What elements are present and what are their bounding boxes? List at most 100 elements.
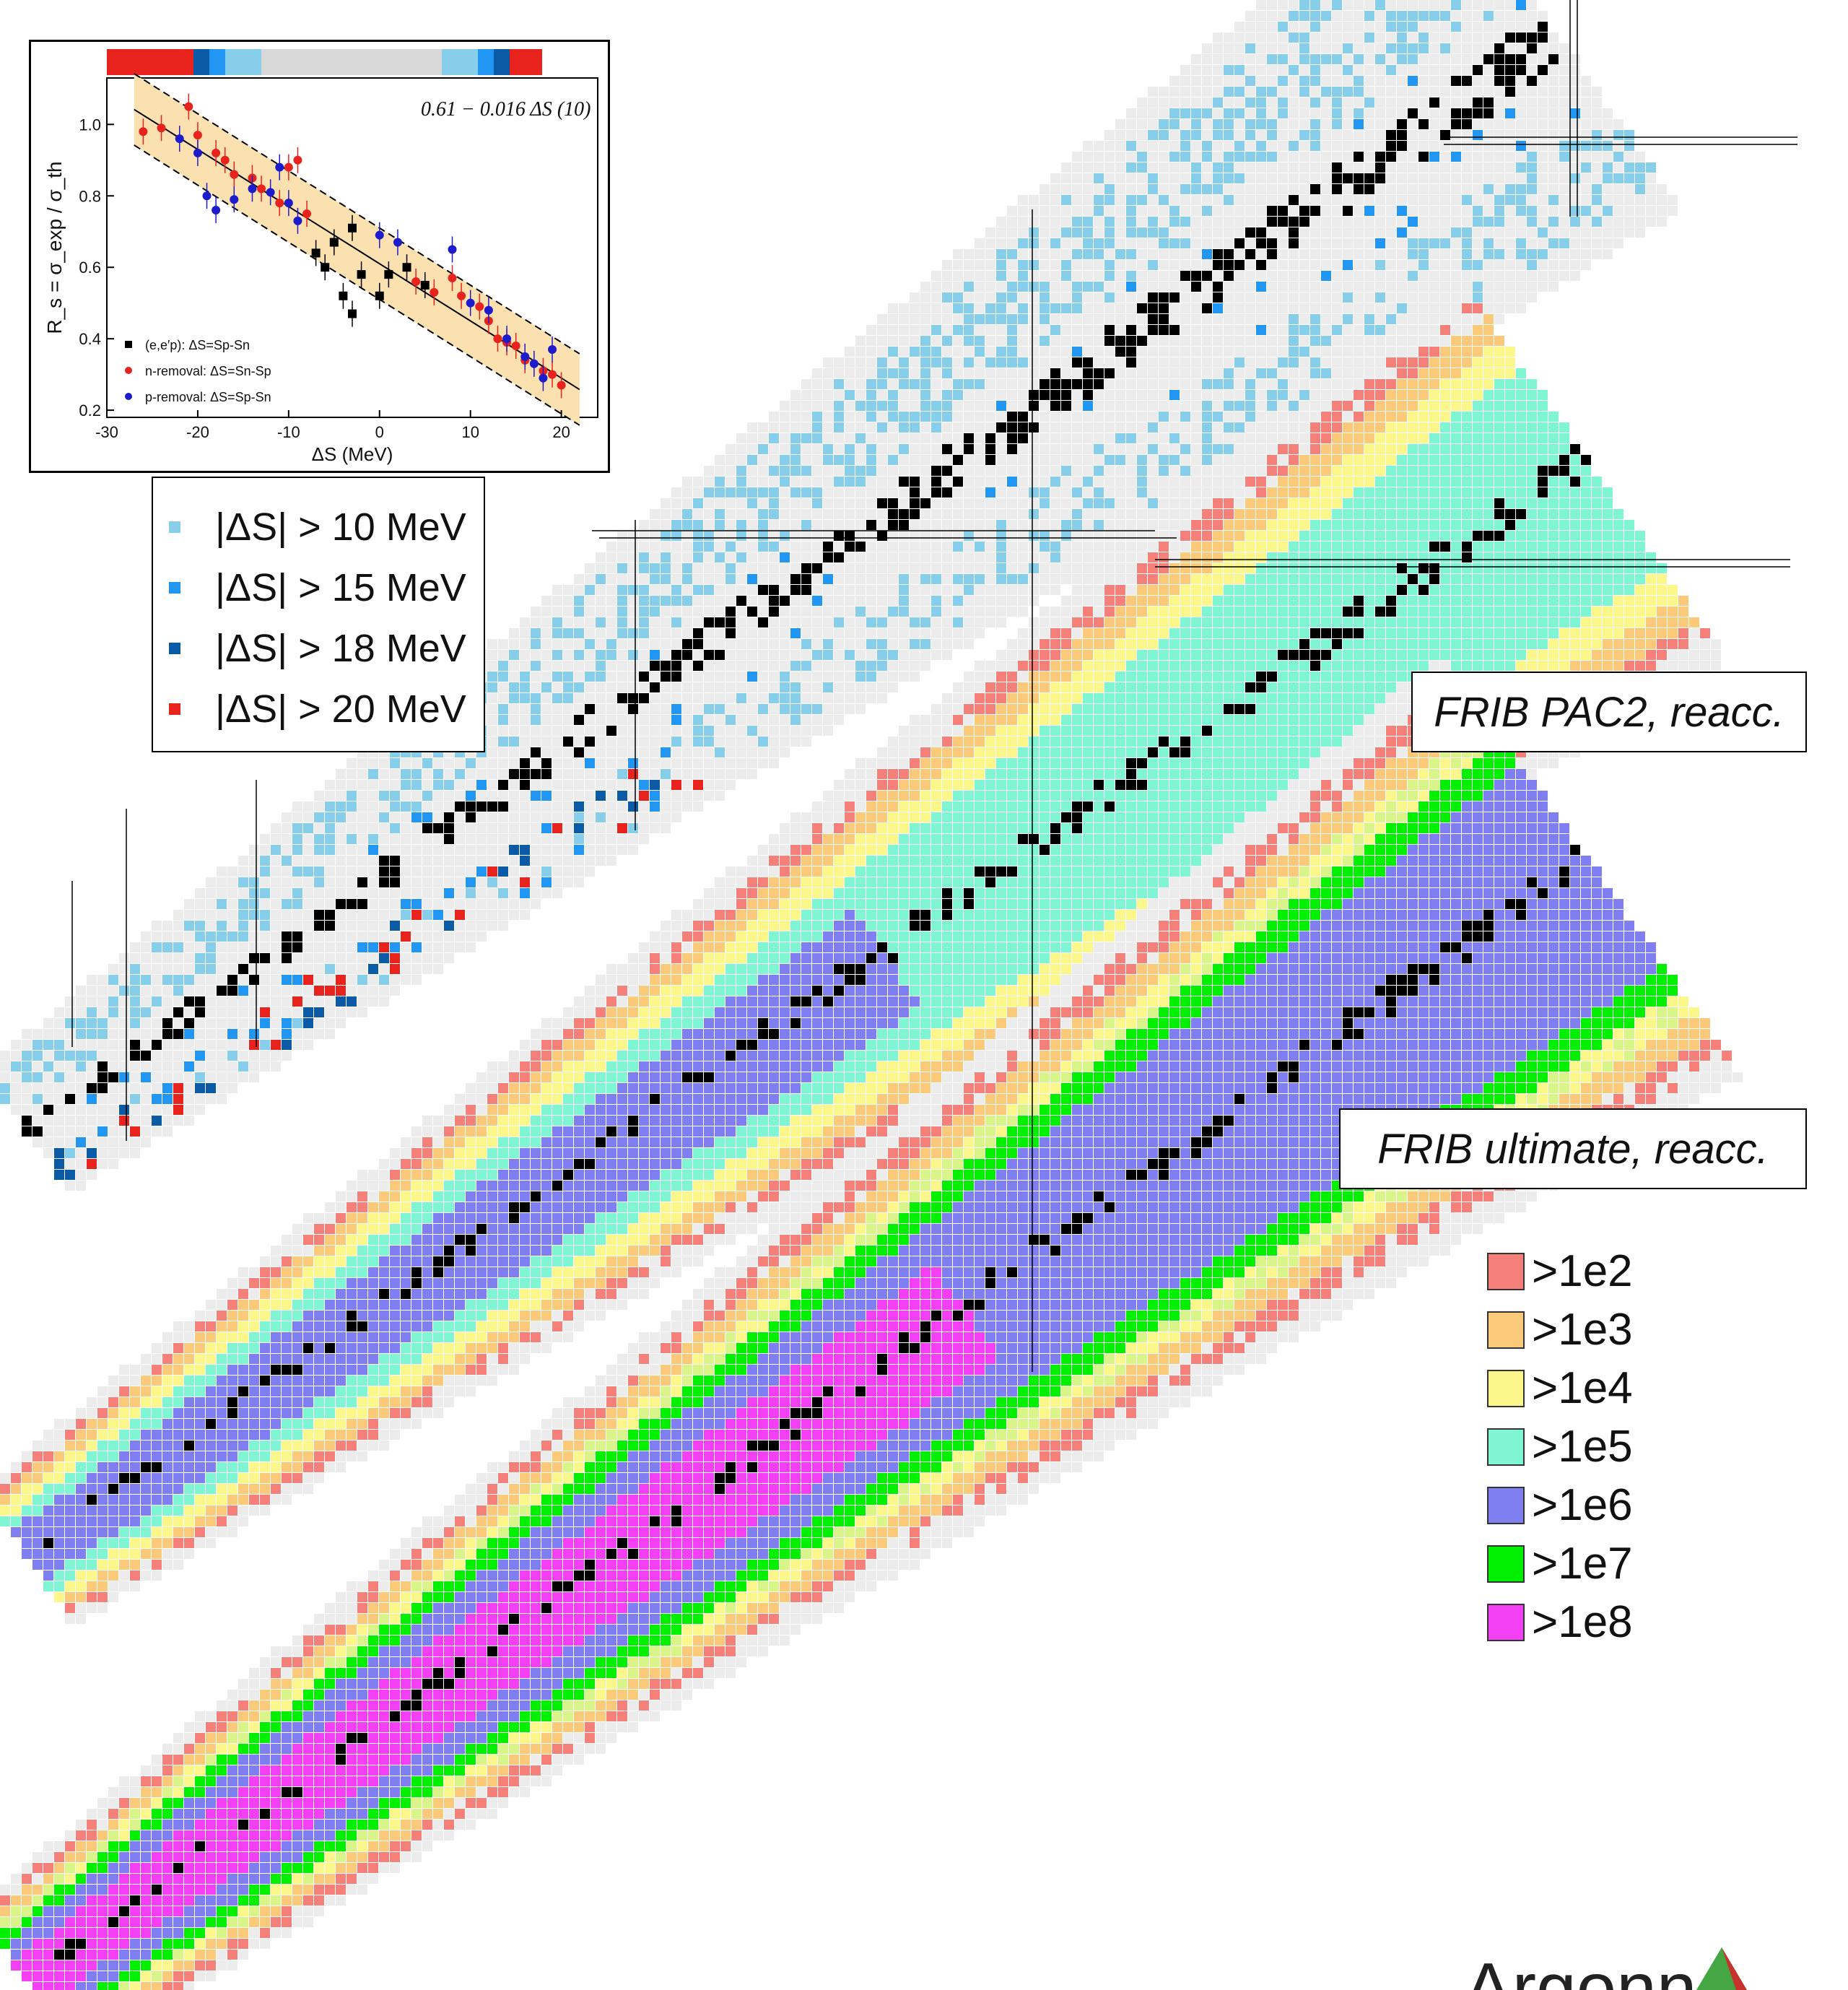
nuclide-cell bbox=[920, 552, 930, 562]
nuclide-cell bbox=[574, 801, 584, 812]
nuclide-cell bbox=[910, 585, 920, 595]
nuclide-cell bbox=[671, 542, 681, 552]
nuclide-cell bbox=[1494, 108, 1504, 118]
nuclide-cell bbox=[1104, 466, 1115, 476]
nuclide-cell bbox=[1061, 303, 1071, 313]
nuclide-cell bbox=[1137, 379, 1147, 389]
nuclide-cell bbox=[141, 1397, 151, 1407]
nuclide-cell bbox=[1169, 368, 1180, 378]
nuclide-cell bbox=[141, 1570, 151, 1581]
nuclide-cell bbox=[119, 1527, 129, 1537]
nuclide-cell bbox=[1548, 260, 1559, 270]
nuclide-cell bbox=[1408, 195, 1418, 205]
nuclide-cell bbox=[628, 596, 638, 606]
nuclide-cell bbox=[1494, 238, 1504, 248]
nuclide-cell bbox=[563, 737, 573, 747]
nuclide-cell bbox=[1007, 227, 1017, 238]
nuclide-cell bbox=[411, 866, 422, 877]
nuclide-cell bbox=[1137, 303, 1147, 313]
nuclide-cell bbox=[1451, 87, 1461, 97]
nuclide-cell bbox=[920, 661, 930, 671]
nuclide-cell bbox=[1494, 43, 1504, 53]
nuclide-cell bbox=[1018, 303, 1028, 313]
nuclide-cell bbox=[975, 249, 985, 259]
nuclide-cell bbox=[1072, 542, 1082, 552]
nuclide-cell bbox=[1483, 227, 1494, 238]
nuclide-cell bbox=[1202, 152, 1212, 162]
nuclide-cell bbox=[747, 509, 757, 519]
nuclide-cell bbox=[292, 1040, 302, 1050]
nuclide-cell bbox=[1040, 401, 1050, 411]
nuclide-cell bbox=[1180, 477, 1190, 487]
nuclide-cell bbox=[108, 1441, 118, 1451]
nuclide-cell bbox=[1451, 184, 1461, 194]
nuclide-cell bbox=[1007, 444, 1017, 454]
nuclide-cell bbox=[1375, 108, 1385, 118]
nuclide-cell bbox=[682, 607, 692, 617]
nuclide-cell bbox=[1343, 227, 1353, 238]
nuclide-cell bbox=[87, 1007, 97, 1017]
nuclide-cell bbox=[1083, 206, 1093, 216]
nuclide-cell bbox=[758, 455, 768, 465]
nuclide-cell bbox=[130, 1040, 140, 1050]
nuclide-cell bbox=[790, 607, 801, 617]
nuclide-cell bbox=[108, 1495, 118, 1505]
nuclide-cell bbox=[725, 639, 736, 649]
nuclide-cell bbox=[942, 628, 952, 638]
nuclide-cell bbox=[1299, 314, 1309, 324]
nuclide-cell bbox=[162, 1441, 173, 1451]
nuclide-cell bbox=[1440, 108, 1450, 118]
nuclide-cell bbox=[97, 1072, 108, 1082]
nuclide-cell bbox=[1473, 130, 1483, 140]
nuclide-cell bbox=[823, 693, 833, 703]
nuclide-cell bbox=[1224, 32, 1234, 43]
nuclide-cell bbox=[195, 1061, 205, 1072]
nuclide-cell bbox=[0, 1505, 10, 1516]
nuclide-cell bbox=[1245, 54, 1255, 64]
nuclide-cell bbox=[1310, 336, 1320, 346]
nuclide-cell bbox=[1234, 379, 1245, 389]
nuclide-cell bbox=[596, 639, 606, 649]
nuclide-cell bbox=[758, 715, 768, 725]
nuclide-cell bbox=[487, 812, 497, 822]
nuclide-cell bbox=[845, 509, 855, 519]
nuclide-cell bbox=[97, 1397, 108, 1407]
nuclide-cell bbox=[401, 866, 411, 877]
nuclide-cell bbox=[975, 487, 985, 498]
nuclide-cell bbox=[574, 791, 584, 801]
nuclide-cell bbox=[1169, 390, 1180, 400]
nuclide-cell bbox=[1061, 271, 1071, 281]
nuclide-cell bbox=[1180, 314, 1190, 324]
nuclide-cell bbox=[931, 422, 941, 433]
nuclide-cell bbox=[1386, 184, 1396, 194]
nuclide-cell bbox=[585, 856, 595, 866]
nuclide-cell bbox=[498, 866, 508, 877]
nuclide-cell bbox=[639, 617, 649, 627]
nuclide-cell bbox=[975, 282, 985, 292]
nuclide-cell bbox=[531, 726, 541, 736]
nuclide-cell bbox=[444, 769, 454, 779]
nuclide-cell bbox=[444, 910, 454, 920]
nuclide-cell bbox=[1256, 87, 1266, 97]
nuclide-cell bbox=[1256, 162, 1266, 173]
nuclide-cell bbox=[931, 509, 941, 519]
nuclide-cell bbox=[1635, 227, 1645, 238]
nuclide-cell bbox=[1494, 292, 1504, 303]
nuclide-cell bbox=[1603, 249, 1613, 259]
nuclide-cell bbox=[1538, 22, 1548, 32]
nuclide-cell bbox=[141, 1007, 151, 1017]
nuclide-cell bbox=[1029, 368, 1039, 378]
nuclide-cell bbox=[585, 845, 595, 855]
nuclide-cell bbox=[1029, 477, 1039, 487]
nuclide-cell bbox=[162, 1105, 173, 1115]
nuclide-cell bbox=[769, 574, 779, 584]
nuclide-cell bbox=[238, 1018, 248, 1028]
nuclide-cell bbox=[1050, 184, 1060, 194]
nuclide-cell bbox=[931, 639, 941, 649]
nuclide-cell bbox=[130, 1365, 140, 1375]
nuclide-cell bbox=[1169, 498, 1180, 508]
nuclide-cell bbox=[1364, 217, 1374, 227]
nuclide-cell bbox=[1104, 542, 1115, 552]
nuclide-cell bbox=[704, 607, 714, 617]
nuclide-cell bbox=[390, 791, 400, 801]
